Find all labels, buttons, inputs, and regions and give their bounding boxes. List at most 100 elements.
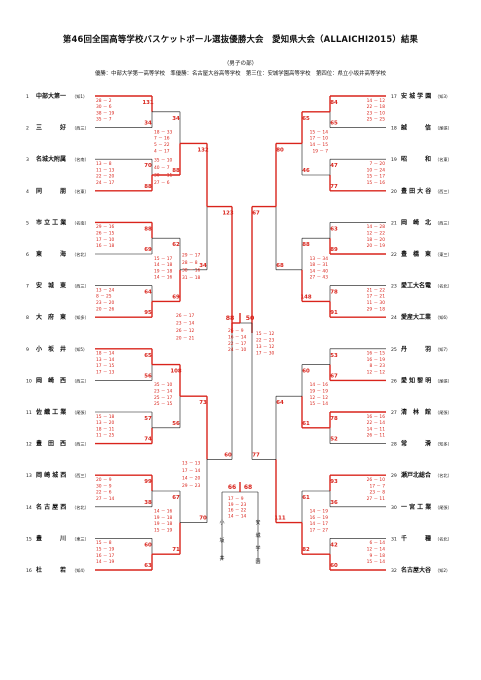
team-name: 杜 若: [36, 566, 66, 574]
quarter-score: 15 － 17: [367, 174, 386, 180]
match-score: 68: [276, 263, 284, 269]
team-number: 6: [26, 252, 29, 258]
team-district: （西三）: [72, 284, 89, 290]
quarter-score: 9 － 18: [369, 553, 385, 559]
quarter-score: 35 － 10: [154, 382, 173, 388]
match-score: 88: [302, 242, 310, 248]
quarter-score: 18 － 31: [310, 262, 329, 268]
quarter-score: 12 － 22: [367, 231, 386, 237]
match-score: 70: [199, 516, 207, 522]
third-place-score: 68: [244, 484, 252, 491]
division-label: （男子の部）: [223, 61, 258, 67]
quarter-score: 6 － 14: [369, 540, 385, 546]
match-score: 78: [330, 416, 338, 422]
quarter-score: 29 － 17: [182, 253, 201, 259]
match-score: 57: [144, 416, 152, 422]
team-number: 15: [26, 536, 32, 542]
quarter-score: 14 － 17: [310, 521, 329, 527]
quarter-score: 8 － 25: [96, 294, 112, 300]
match-score: 60: [224, 452, 232, 458]
quarter-score: 30 － 9: [96, 483, 112, 489]
team-number: 19: [391, 157, 397, 163]
team-district: （名南）: [72, 219, 89, 226]
match-score: 42: [330, 542, 338, 548]
team-district: （東三）: [72, 535, 89, 542]
match-score: 80: [276, 147, 284, 153]
team-name: 東 海: [36, 250, 66, 258]
quarter-score: 4 － 17: [154, 148, 170, 154]
quarter-score: 15 － 16: [367, 180, 386, 186]
quarter-score: 14 － 16: [310, 382, 329, 388]
quarter-score: 14 － 20: [182, 475, 201, 481]
quarter-score: 38 － 16: [182, 268, 201, 274]
quarter-score: 11 － 13: [96, 167, 115, 173]
team-name: 一 宮 工 業: [401, 503, 432, 511]
quarter-score: 24 － 17: [96, 180, 115, 186]
team-district: （名北）: [72, 504, 89, 511]
team-district: （名北）: [435, 283, 452, 290]
team-number: 13: [26, 473, 32, 479]
team-name: 安 城 東: [36, 282, 66, 290]
final-score: 88: [226, 315, 235, 322]
team-number: 18: [391, 126, 397, 132]
quarter-score: 16 － 14: [228, 334, 247, 340]
match-score: 82: [302, 547, 310, 553]
quarter-score: 26 － 10: [367, 477, 386, 483]
match-score: 74: [144, 437, 152, 443]
team-district: （名東）: [72, 188, 89, 195]
team-number: 16: [26, 568, 32, 574]
team-number: 27: [391, 410, 397, 416]
match-score: 69: [172, 294, 180, 300]
team-number: 23: [391, 284, 397, 290]
match-score: 123: [222, 211, 234, 217]
quarter-score: 16 － 15: [367, 351, 386, 357]
team-district: （名北）: [435, 472, 452, 479]
team-name: 岡 崎 城 西: [36, 471, 66, 479]
quarter-score: 22 － 14: [367, 420, 386, 426]
quarter-score: 16 － 16: [367, 414, 386, 420]
match-score: 77: [330, 184, 338, 190]
team-name: 丹 羽: [401, 345, 431, 353]
match-score: 88: [144, 184, 152, 190]
quarter-score: 14 － 16: [154, 509, 173, 515]
team-name: 豊 川: [36, 534, 66, 542]
quarter-score: 10 － 24: [367, 167, 386, 173]
match-score: 93: [330, 479, 338, 485]
quarter-score: 17 － 27: [310, 528, 329, 534]
quarter-score: 29 － 16: [96, 224, 115, 230]
team-name: 千 種: [401, 534, 431, 542]
quarter-score: 26 － 17: [176, 313, 195, 319]
quarter-score: 40 － 7: [154, 165, 170, 171]
match-score: 56: [144, 373, 152, 379]
team-name: 岡 崎 北: [401, 218, 431, 226]
quarter-score: 19 － 18: [154, 268, 173, 274]
quarter-score: 14 － 14: [228, 513, 247, 519]
match-score: 34: [172, 116, 180, 122]
quarter-score: 17 － 21: [367, 294, 386, 300]
team-name: 昭 和: [401, 155, 431, 163]
team-name: 岡 崎 西: [36, 376, 66, 384]
team-number: 22: [391, 252, 397, 258]
team-district: （西三）: [435, 220, 452, 226]
match-score: 84: [330, 100, 338, 106]
team-name: 小 坂 井: [35, 345, 66, 353]
third-place-score: 66: [228, 484, 236, 491]
team-number: 8: [26, 315, 29, 321]
quarter-score: 28 － 2: [96, 98, 112, 104]
quarter-score: 22 － 23: [256, 338, 275, 344]
team-district: （尾張）: [435, 410, 452, 416]
results-summary: 優勝：中部大学第一高等学校 準優勝：名古屋大谷高等学校 第三位：安城学園高等学校…: [94, 71, 387, 77]
match-score: 88: [172, 168, 180, 174]
team-district: （西三）: [72, 473, 89, 479]
quarter-score: 30 － 6: [96, 104, 112, 110]
team-number: 12: [26, 442, 32, 448]
quarter-score: 23 － 14: [154, 389, 173, 395]
team-district: （名南）: [72, 156, 89, 163]
team-district: （尾張）: [435, 378, 452, 384]
third-place-team: 坂: [219, 537, 224, 544]
quarter-score: 14 － 12: [367, 98, 386, 104]
team-district: （知1）: [72, 93, 87, 100]
quarter-score: 8 － 23: [369, 363, 385, 369]
quarter-score: 26 － 12: [176, 328, 195, 334]
team-name: 名古屋大谷: [401, 566, 432, 574]
